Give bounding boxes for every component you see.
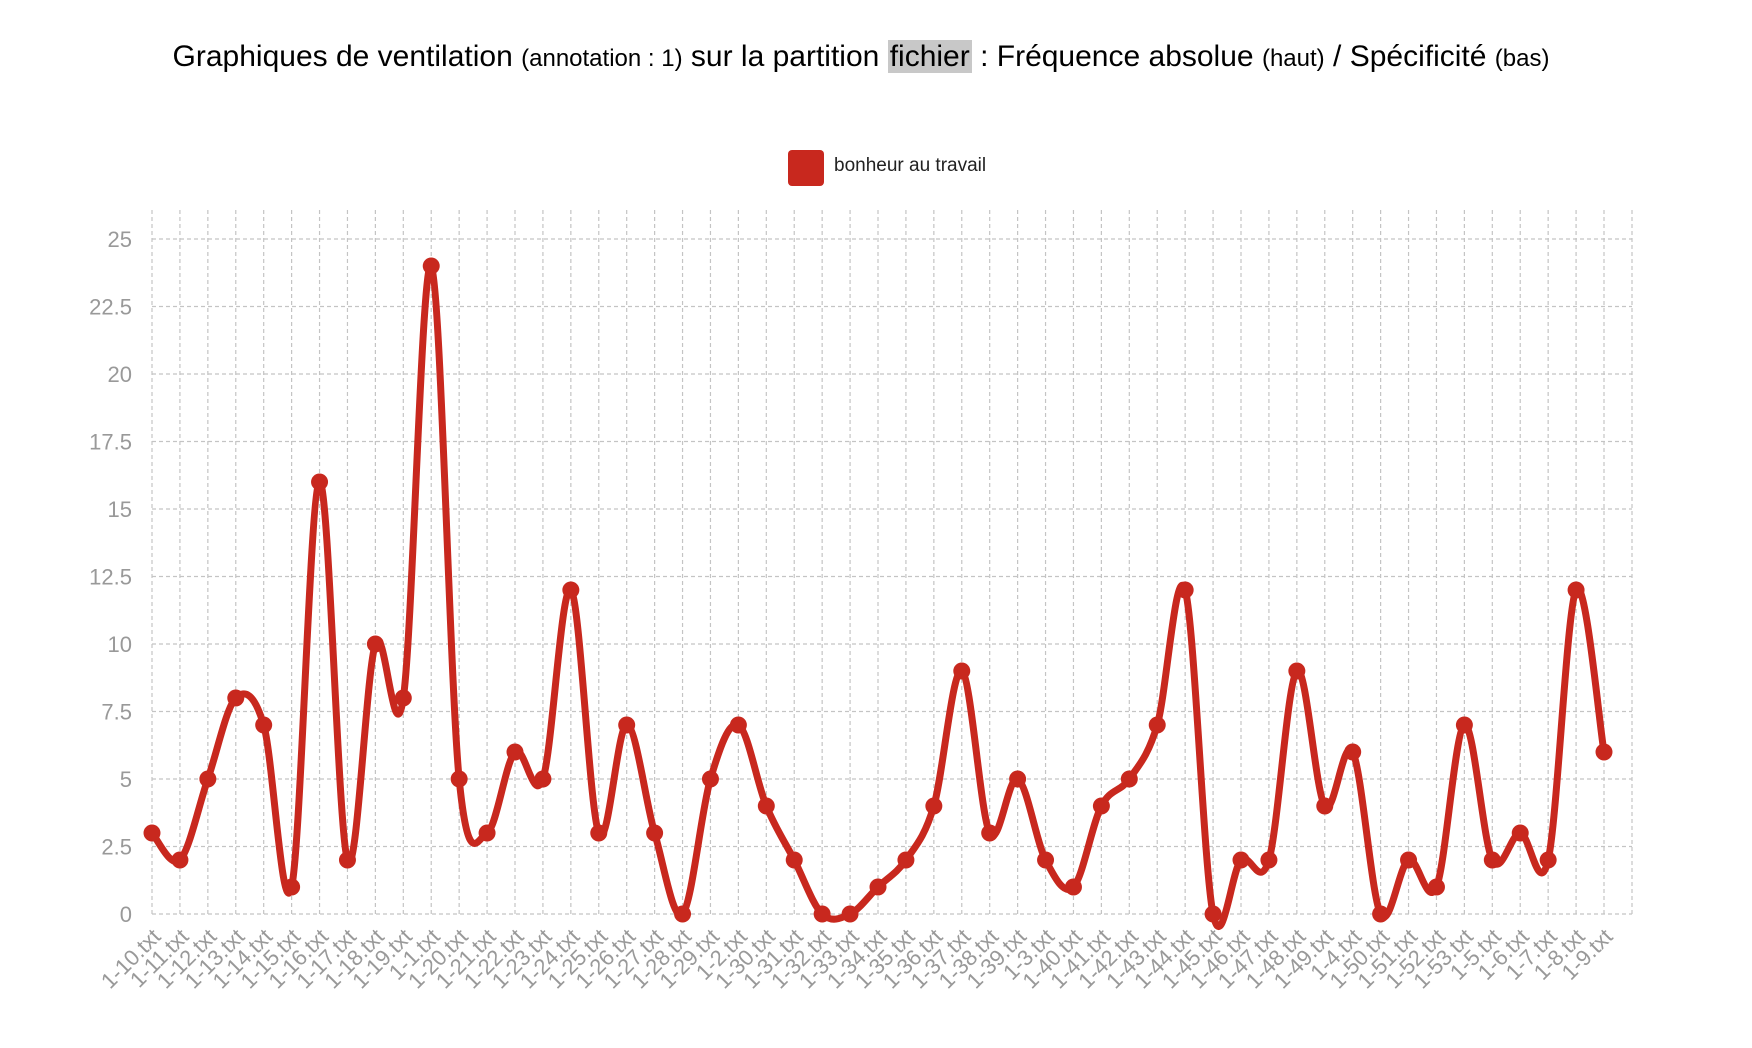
data-point[interactable]	[366, 635, 384, 653]
data-point[interactable]	[1511, 824, 1529, 842]
data-point[interactable]	[171, 851, 189, 869]
data-point[interactable]	[1037, 851, 1055, 869]
data-point[interactable]	[311, 473, 329, 491]
y-tick-label: 20	[108, 362, 132, 387]
data-point[interactable]	[143, 824, 161, 842]
data-point[interactable]	[1344, 743, 1362, 761]
data-point[interactable]	[1316, 797, 1334, 815]
data-point[interactable]	[729, 716, 747, 734]
data-point[interactable]	[785, 851, 803, 869]
y-axis: 0 2.5 5 7.5 10 12.5 15 17.5 20 22.5 25	[89, 227, 132, 927]
data-point[interactable]	[1204, 905, 1222, 923]
y-tick-label: 12.5	[89, 565, 132, 590]
y-tick-label: 25	[108, 227, 132, 252]
title-top-note: (haut)	[1261, 45, 1325, 72]
data-point[interactable]	[1455, 716, 1473, 734]
chart-title: Graphiques de ventilation (annotation : …	[0, 40, 1722, 74]
data-point[interactable]	[1120, 770, 1138, 788]
y-tick-label: 17.5	[89, 430, 132, 455]
data-point[interactable]	[674, 905, 692, 923]
data-point[interactable]	[981, 824, 999, 842]
y-tick-label: 15	[108, 497, 132, 522]
data-point[interactable]	[1148, 716, 1166, 734]
data-point[interactable]	[1288, 662, 1306, 680]
data-point[interactable]	[199, 770, 217, 788]
chart-grid	[151, 210, 1633, 915]
data-point[interactable]	[1483, 851, 1501, 869]
title-annotation: (annotation : 1)	[521, 45, 683, 72]
data-point[interactable]	[562, 581, 580, 599]
y-tick-label: 7.5	[101, 700, 132, 725]
data-point[interactable]	[1232, 851, 1250, 869]
data-point[interactable]	[897, 851, 915, 869]
data-point[interactable]	[1427, 878, 1445, 896]
title-bottom-note: (bas)	[1494, 45, 1550, 72]
y-tick-label: 0	[120, 902, 132, 927]
data-point[interactable]	[1372, 905, 1390, 923]
data-point[interactable]	[478, 824, 496, 842]
data-point[interactable]	[590, 824, 608, 842]
data-point[interactable]	[869, 878, 887, 896]
data-point[interactable]	[506, 743, 524, 761]
series-line-bonheur-au-travail	[148, 262, 1608, 930]
title-partition-name: fichier	[887, 40, 972, 73]
data-point[interactable]	[255, 716, 273, 734]
data-point[interactable]	[338, 851, 356, 869]
chart-series	[143, 257, 1613, 930]
data-point[interactable]	[1539, 851, 1557, 869]
y-tick-label: 22.5	[89, 295, 132, 320]
x-axis: 1-10.txt1-11.txt1-12.txt1-13.txt1-14.txt…	[96, 924, 1618, 994]
title-specificity: Spécificité	[1349, 40, 1487, 73]
data-point[interactable]	[1176, 581, 1194, 599]
data-point[interactable]	[757, 797, 775, 815]
data-point[interactable]	[283, 878, 301, 896]
data-point[interactable]	[1595, 743, 1613, 761]
title-colon: :	[980, 40, 989, 73]
data-point[interactable]	[701, 770, 719, 788]
title-slash: /	[1333, 40, 1342, 73]
data-point[interactable]	[1260, 851, 1278, 869]
data-point[interactable]	[1009, 770, 1027, 788]
title-part-main: Graphiques de ventilation	[172, 40, 513, 73]
data-point[interactable]	[534, 770, 552, 788]
chart-legend[interactable]: bonheur au travail	[788, 150, 986, 186]
legend-swatch	[788, 150, 824, 186]
data-point[interactable]	[1092, 797, 1110, 815]
y-tick-label: 5	[120, 767, 132, 792]
data-point[interactable]	[925, 797, 943, 815]
title-frequency: Fréquence absolue	[996, 40, 1254, 73]
data-point[interactable]	[227, 689, 245, 707]
data-point[interactable]	[813, 905, 831, 923]
data-point[interactable]	[450, 770, 468, 788]
legend-label: bonheur au travail	[834, 155, 986, 176]
data-point[interactable]	[646, 824, 664, 842]
y-tick-label: 2.5	[101, 835, 132, 860]
data-point[interactable]	[618, 716, 636, 734]
y-tick-label: 10	[108, 632, 132, 657]
data-point[interactable]	[394, 689, 412, 707]
data-point[interactable]	[1064, 878, 1082, 896]
data-point[interactable]	[1400, 851, 1418, 869]
data-point[interactable]	[1567, 581, 1585, 599]
data-point[interactable]	[422, 257, 440, 275]
data-point[interactable]	[953, 662, 971, 680]
title-part-partition: sur la partition	[690, 40, 880, 73]
data-point[interactable]	[841, 905, 859, 923]
